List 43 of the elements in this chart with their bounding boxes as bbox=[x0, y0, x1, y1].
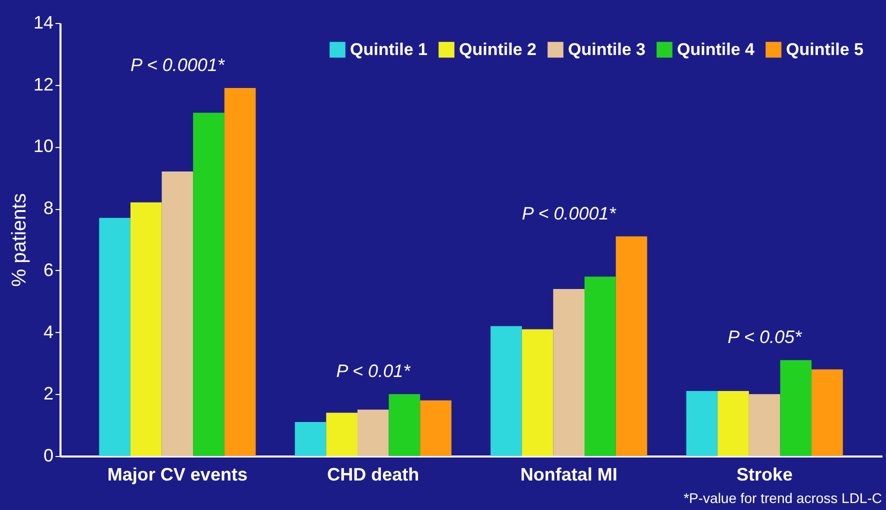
x-tick-label: CHD death bbox=[327, 464, 420, 484]
annotation: P < 0.0001* bbox=[130, 54, 226, 75]
bar bbox=[553, 288, 585, 456]
y-axis-title: % patients bbox=[8, 193, 30, 287]
x-tick-label: Stroke bbox=[736, 464, 793, 484]
legend-label: Quintile 1 bbox=[350, 40, 428, 59]
bar bbox=[748, 394, 780, 456]
annotation: P < 0.01* bbox=[336, 361, 412, 382]
y-tick-label: 14 bbox=[33, 12, 54, 32]
y-tick-label: 8 bbox=[43, 198, 54, 218]
bar bbox=[294, 422, 326, 456]
bar bbox=[357, 410, 389, 456]
y-tick-label: 2 bbox=[43, 384, 54, 404]
text: *P-value for trend across LDL-C bbox=[684, 490, 882, 506]
bar bbox=[388, 394, 420, 456]
legend-label: Quintile 2 bbox=[459, 40, 536, 59]
bar bbox=[522, 329, 554, 456]
bar bbox=[193, 112, 224, 456]
annotation: P < 0.05* bbox=[728, 327, 803, 348]
legend-label: Quintile 5 bbox=[786, 40, 864, 59]
y-tick-label: 4 bbox=[43, 322, 54, 342]
y-tick-label: 0 bbox=[43, 446, 54, 466]
bar bbox=[718, 391, 749, 456]
annotation: P < 0.0001* bbox=[522, 203, 617, 224]
bar bbox=[99, 218, 130, 456]
bar bbox=[616, 236, 648, 456]
bar bbox=[686, 391, 718, 456]
legend-label: Quintile 3 bbox=[568, 40, 646, 59]
bar bbox=[812, 369, 843, 456]
x-tick-label: Major CV events bbox=[107, 464, 248, 484]
y-tick-label: 6 bbox=[43, 260, 54, 280]
bar bbox=[780, 360, 812, 456]
y-tick-label: 10 bbox=[33, 136, 54, 156]
bar bbox=[584, 276, 616, 456]
bar bbox=[130, 202, 162, 456]
x-tick-label: Nonfatal MI bbox=[520, 464, 618, 484]
bar bbox=[420, 400, 452, 456]
legend-label: Quintile 4 bbox=[677, 40, 755, 59]
y-tick-label: 12 bbox=[33, 74, 54, 94]
bar bbox=[162, 171, 194, 456]
bar bbox=[224, 88, 256, 456]
bar bbox=[490, 326, 522, 456]
bar bbox=[326, 412, 358, 456]
